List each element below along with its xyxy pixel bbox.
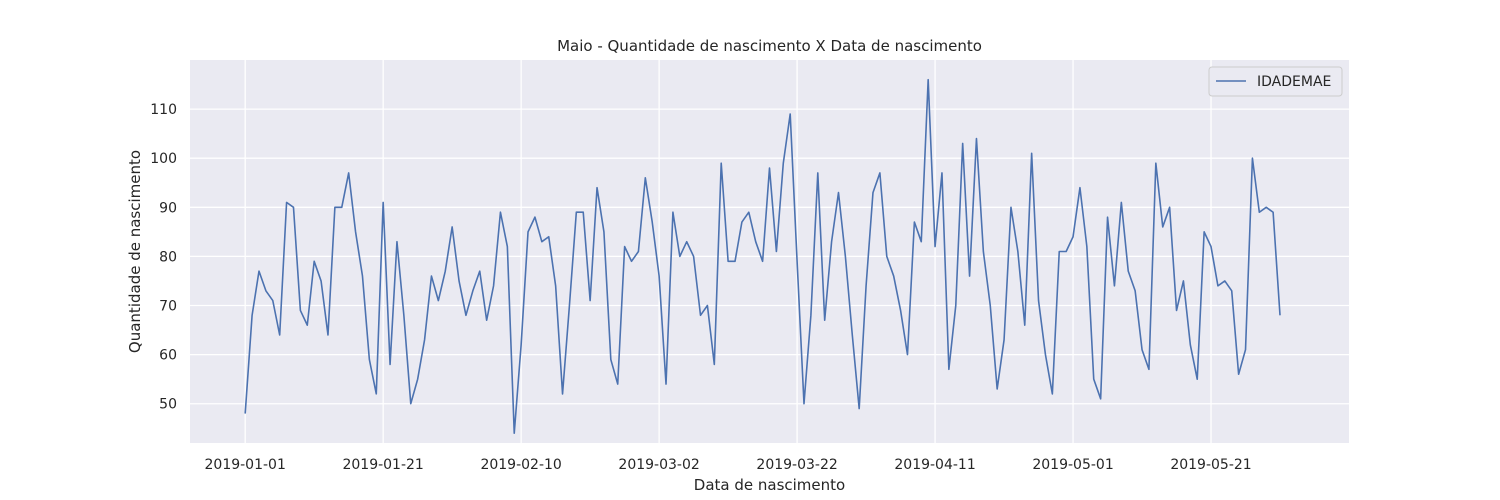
series-line-idademae — [244, 78, 1281, 434]
y-tick-label: 50 — [159, 397, 177, 413]
x-tick-label: 2019-02-10 — [480, 457, 561, 473]
chart-title: Maio - Quantidade de nascimento X Data d… — [557, 37, 982, 55]
y-axis-label: Quantidade de nascimento — [126, 150, 144, 353]
x-tick-label: 2019-03-02 — [618, 457, 699, 473]
series-layer — [244, 78, 1281, 434]
x-axis-label: Data de nascimento — [694, 476, 845, 494]
legend-label: IDADEMAE — [1257, 74, 1331, 90]
y-tick-label: 60 — [159, 348, 177, 364]
y-tick-label: 80 — [159, 249, 177, 265]
grid-lines — [190, 60, 1349, 443]
y-tick-label: 110 — [150, 102, 177, 118]
y-tick-label: 90 — [159, 200, 177, 216]
y-tick-label: 100 — [150, 151, 177, 167]
x-tick-label: 2019-05-21 — [1170, 457, 1251, 473]
legend-box — [1208, 66, 1343, 97]
x-tick-label: 2019-05-01 — [1032, 457, 1113, 473]
x-tick-label: 2019-04-11 — [894, 457, 975, 473]
y-tick-label: 70 — [159, 299, 177, 315]
x-tick-label: 2019-01-21 — [342, 457, 423, 473]
tick-labels: 50 60 70 80 90 100 110 2019-01-01 2019-01-21 2019… — [150, 102, 1251, 473]
x-tick-label: 2019-01-01 — [205, 457, 286, 473]
x-tick-label: 2019-03-22 — [756, 457, 837, 473]
legend: IDADEMAE — [1208, 66, 1343, 97]
plot-area — [190, 60, 1349, 443]
